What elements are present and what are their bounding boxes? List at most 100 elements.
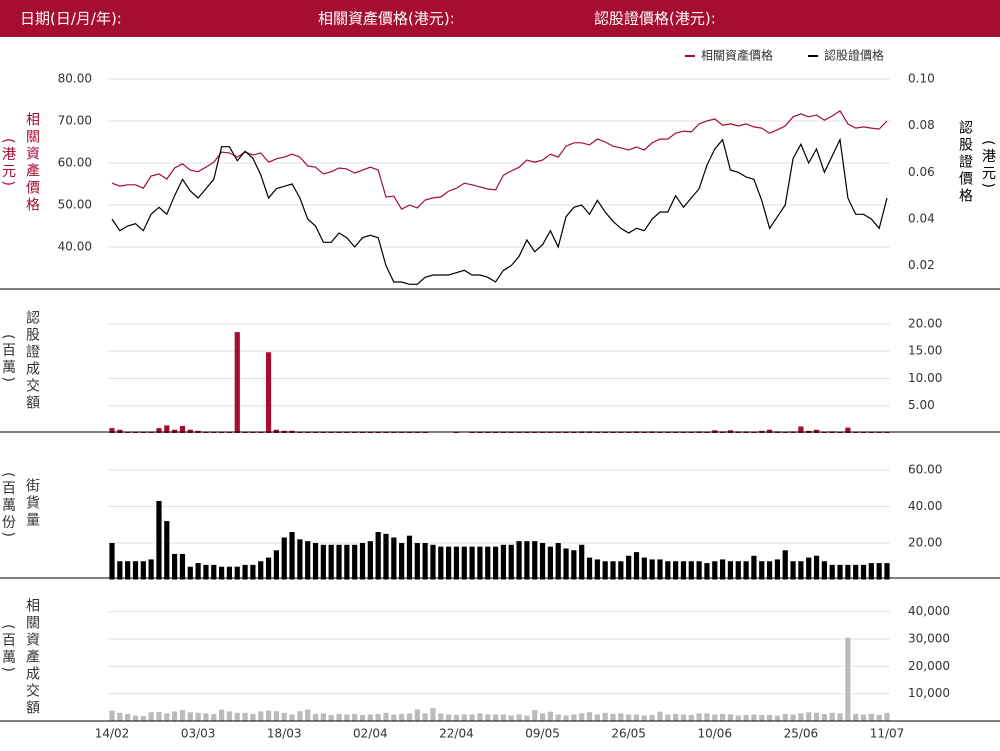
bar: [868, 713, 874, 721]
x-tick-label: 14/02: [95, 727, 130, 741]
bar: [117, 561, 123, 580]
y-tick-label: 20.00: [908, 316, 942, 330]
bar: [328, 432, 334, 433]
bar: [477, 546, 483, 580]
bar: [328, 544, 334, 580]
bar: [383, 712, 389, 721]
bar: [477, 713, 483, 721]
bar: [860, 432, 867, 433]
bar: [289, 532, 295, 580]
y2-tick-label: 0.08: [908, 118, 935, 132]
bar: [579, 544, 585, 580]
bar: [242, 564, 248, 580]
y-label: 認股證成交額: [24, 310, 40, 412]
x-tick-label: 25/06: [784, 727, 819, 741]
bar: [430, 708, 436, 721]
bar: [500, 544, 507, 580]
bar: [539, 432, 546, 433]
bar: [336, 432, 342, 433]
bar: [594, 714, 600, 721]
bar: [148, 432, 154, 433]
bar: [273, 711, 279, 721]
y-label: 相關資產成交額: [24, 598, 40, 717]
bar: [492, 714, 499, 721]
bar: [884, 712, 890, 721]
bar: [461, 546, 467, 580]
bar: [125, 561, 131, 580]
bar: [610, 713, 616, 721]
bar: [344, 432, 350, 433]
bar: [234, 712, 240, 721]
bar: [391, 537, 397, 580]
bar: [837, 564, 843, 580]
bar: [696, 713, 702, 721]
bar: [187, 566, 193, 580]
bar: [187, 429, 193, 433]
bar: [555, 432, 561, 433]
bar: [845, 427, 851, 433]
bar: [218, 709, 225, 721]
bar: [422, 542, 428, 580]
y-tick-label: 20.00: [908, 535, 942, 549]
bar: [766, 429, 773, 433]
bar: [109, 542, 115, 580]
bar: [359, 432, 366, 433]
bar: [312, 542, 319, 580]
bar: [312, 713, 319, 721]
underlying-label: 相關資產價格(港元):: [318, 10, 455, 28]
x-tick-label: 02/04: [353, 727, 388, 741]
bar: [273, 429, 279, 433]
bar: [759, 561, 765, 580]
bar: [453, 714, 460, 721]
bar: [172, 429, 178, 433]
bar: [203, 713, 209, 721]
bar: [853, 564, 859, 580]
bar: [164, 521, 170, 580]
bar: [571, 714, 577, 721]
bar: [782, 713, 788, 721]
bar: [845, 564, 851, 580]
y-tick-label: 15.00: [908, 344, 942, 358]
bar: [524, 432, 530, 433]
bar: [375, 713, 381, 721]
bar: [258, 711, 264, 721]
legend-label: 認股證價格: [824, 48, 884, 63]
bar: [297, 539, 303, 580]
bar: [399, 542, 405, 580]
y2-tick-label: 0.10: [908, 72, 935, 86]
bar: [532, 541, 538, 580]
y-tick-label: 80.00: [58, 72, 92, 86]
bar: [774, 715, 781, 721]
bar: [853, 713, 859, 721]
bar: [117, 712, 123, 721]
bar: [712, 714, 718, 721]
bar: [375, 532, 381, 580]
bar: [438, 713, 444, 721]
bar: [618, 561, 624, 580]
header-bar: [0, 0, 1000, 37]
bar: [641, 715, 647, 721]
bar: [226, 566, 233, 580]
bar: [461, 714, 467, 721]
bar: [242, 712, 248, 721]
bar: [281, 537, 287, 580]
bar: [125, 713, 131, 721]
bar: [164, 425, 170, 433]
bar: [320, 713, 326, 721]
bar: [250, 713, 256, 721]
x-tick-label: 22/04: [439, 727, 474, 741]
bar: [766, 561, 773, 580]
y-unit: (百萬): [0, 334, 16, 385]
y-unit: (百萬): [0, 624, 16, 675]
bar: [125, 432, 131, 433]
bar: [759, 714, 765, 721]
bar: [602, 712, 608, 721]
bar: [743, 714, 749, 721]
bar: [140, 716, 146, 721]
bar: [837, 432, 843, 433]
bar: [211, 564, 217, 580]
bar: [132, 715, 139, 721]
warrant-label: 認股證價格(港元):: [594, 10, 716, 28]
bar: [813, 555, 820, 580]
bar: [860, 564, 867, 580]
